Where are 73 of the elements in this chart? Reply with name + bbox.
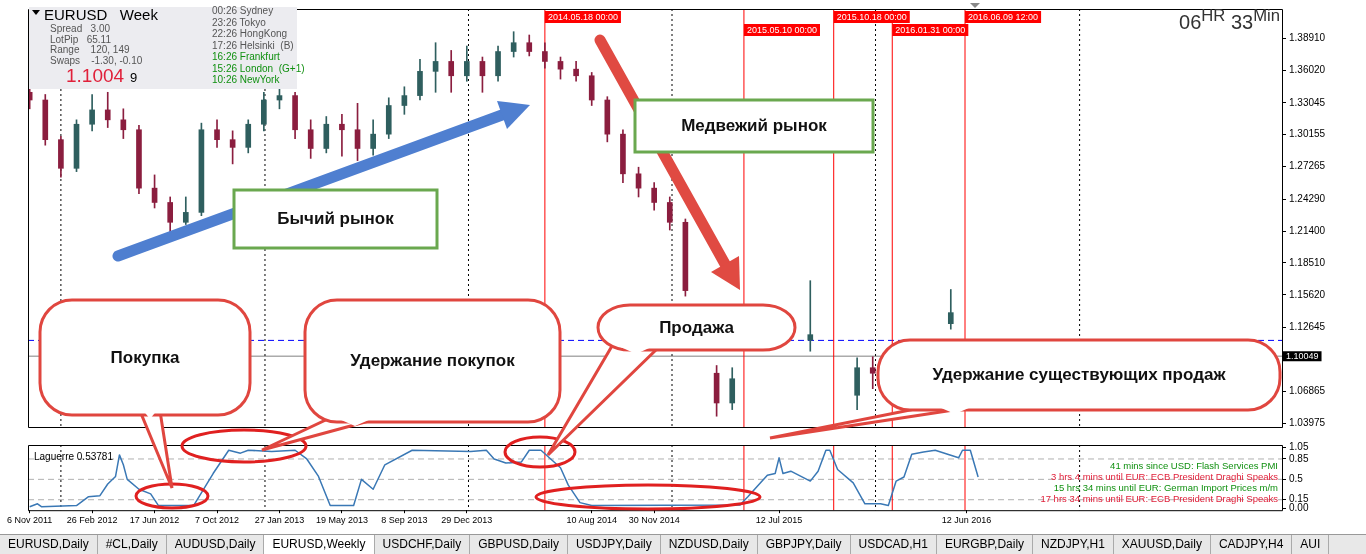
y-tick-label: 1.27265 (1289, 160, 1326, 172)
text: USDJPY,Daily (567, 535, 661, 554)
ref-line-label: 2015.05.10 00:00 (746, 24, 818, 35)
x-tick-label: 26 Feb 2012 (66, 515, 118, 526)
y-tick-label: 1.30155 (1289, 128, 1326, 140)
text: EURUSD,Weekly (264, 535, 375, 554)
annotation: 15:26 London (G+1) (212, 62, 305, 74)
text: CADJPY,H4 (1210, 535, 1293, 554)
text: AUI (1292, 535, 1330, 554)
annotation: 10:26 NewYork (212, 74, 280, 85)
x-tick-label: 6 Nov 2011 (6, 515, 53, 526)
y-tick-label: 1.21400 (1289, 224, 1326, 236)
annotation: 1.1004 9 (66, 65, 138, 87)
annotation: 16:26 Frankfurt (212, 51, 280, 62)
annotation: 15 hrs 34 mins until EUR: German Import Prices m/m (1053, 482, 1278, 493)
y-tick-label: 1.24290 (1289, 193, 1326, 205)
text: EURGBP,Daily (936, 535, 1034, 554)
y-tick-label: 1.15620 (1289, 288, 1326, 300)
annotation: 23:26 Tokyo (212, 16, 266, 28)
ref-line-label: 2014.05.18 00:00 (547, 11, 618, 22)
annotation: 3 hrs 4 mins until EUR: ECB President Draghi Speaks (1050, 471, 1278, 482)
text: AUDUSD,Daily (166, 535, 265, 554)
x-tick-label: 30 Nov 2014 (628, 515, 680, 526)
text: XAUUSD,Daily (1113, 535, 1211, 554)
annotation: 06$^{HR}$ 33$^{Min}$ (1179, 6, 1280, 34)
x-tick-label: 29 Dec 2013 (441, 515, 493, 526)
x-tick-label: 12 Jul 2015 (755, 515, 803, 526)
x-tick-label: 8 Sep 2013 (381, 515, 428, 526)
text: NZDJPY,H1 (1033, 535, 1114, 554)
annotation: 41 mins since USD: Flash Services PMI (1110, 460, 1278, 471)
text: Laguerre 0.53781 (34, 450, 114, 462)
annotation: LotPip 65.11 (50, 33, 111, 45)
text: EURUSD,Daily (0, 535, 98, 554)
annotation: 17:26 Helsinki (B) (212, 39, 294, 51)
ref-line-label: 2016.06.09 12:00 (968, 11, 1039, 22)
annotation: 22:26 HongKong (212, 28, 288, 39)
y-tick-label: 0.5 (1289, 473, 1304, 485)
x-tick-label: 10 Aug 2014 (566, 515, 617, 526)
ref-line-label: 2016.01.31 00:00 (895, 24, 966, 35)
text: GBPUSD,Daily (470, 535, 568, 554)
y-tick-label: 1.33045 (1289, 96, 1326, 108)
text: #CL,Daily (97, 535, 167, 554)
y-tick-label: 1.06865 (1289, 385, 1326, 396)
annotation: 17 hrs 34 mins until EUR: ECB President Draghi Speaks (1040, 493, 1278, 504)
x-tick-label: 17 Jun 2012 (129, 515, 180, 526)
y-tick-label: 1.12645 (1289, 321, 1326, 333)
y-tick-label: 0.85 (1289, 452, 1309, 464)
y-tick-label: 1.36020 (1289, 63, 1326, 75)
annotation: Удержание существующих продаж (878, 340, 1280, 410)
text: NZDUSD,Daily (660, 535, 758, 554)
x-tick-label: 19 May 2013 (315, 515, 368, 526)
chart-title: EURUSD Week (44, 6, 158, 23)
text: USDCHF,Daily (374, 535, 471, 554)
annotation: Swaps -1.30, -0.10 (50, 54, 143, 66)
annotation: Удержание покупок (305, 300, 560, 422)
y-tick-label: 1.05 (1289, 441, 1309, 453)
text: USDCAD,H1 (850, 535, 937, 554)
annotation: 00:26 Sydney (212, 5, 274, 16)
annotation: Spread 3.00 (50, 23, 111, 34)
y-tick-label: 0.15 (1289, 493, 1309, 505)
ref-line-label: 1.10049 (1286, 350, 1319, 361)
y-tick-label: 1.03975 (1289, 416, 1326, 428)
y-tick-label: 1.38910 (1289, 31, 1326, 43)
x-tick-label: 7 Oct 2012 (195, 515, 240, 526)
annotation: Range 120, 149 (50, 44, 130, 55)
text: GBPJPY,Daily (757, 535, 851, 554)
y-tick-label: 1.18510 (1289, 256, 1326, 268)
annotation: Продажа (598, 305, 795, 350)
annotation: Покупка (40, 300, 250, 415)
ref-line-label: 2015.10.18 00:00 (836, 11, 907, 22)
y-tick-label: 0.00 (1289, 502, 1309, 514)
x-tick-label: 12 Jun 2016 (941, 515, 992, 526)
x-tick-label: 27 Jan 2013 (254, 515, 305, 526)
